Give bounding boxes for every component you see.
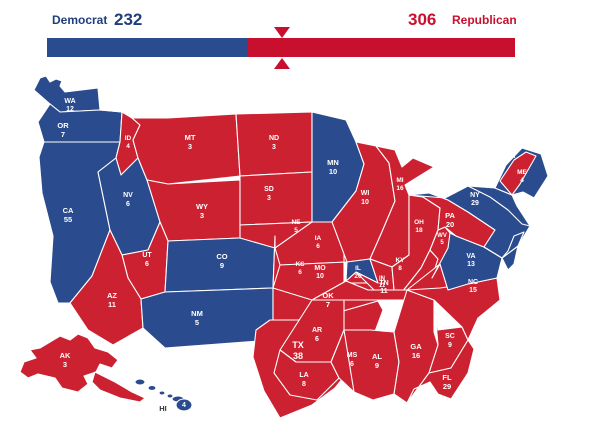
svg-text:5: 5 bbox=[294, 227, 298, 234]
svg-text:4: 4 bbox=[182, 402, 186, 409]
svg-text:CO: CO bbox=[216, 252, 227, 261]
svg-text:NY: NY bbox=[470, 192, 480, 199]
svg-text:15: 15 bbox=[469, 287, 477, 294]
svg-text:WY: WY bbox=[196, 202, 208, 211]
svg-text:11: 11 bbox=[108, 300, 116, 309]
svg-text:6: 6 bbox=[145, 261, 149, 268]
svg-text:3: 3 bbox=[63, 360, 67, 369]
svg-text:7: 7 bbox=[61, 130, 65, 139]
svg-text:OK: OK bbox=[322, 291, 334, 300]
svg-text:6: 6 bbox=[350, 361, 354, 368]
svg-text:UT: UT bbox=[142, 252, 152, 259]
svg-text:VA: VA bbox=[466, 253, 475, 260]
svg-text:NV: NV bbox=[123, 192, 133, 199]
svg-text:AL: AL bbox=[372, 352, 382, 361]
svg-text:13: 13 bbox=[467, 261, 475, 268]
svg-text:WI: WI bbox=[361, 190, 370, 197]
svg-text:MN: MN bbox=[327, 158, 339, 167]
svg-text:4: 4 bbox=[126, 143, 130, 150]
svg-text:NE: NE bbox=[291, 219, 301, 226]
svg-text:4: 4 bbox=[520, 177, 524, 184]
svg-text:MO: MO bbox=[314, 265, 326, 272]
svg-text:MS: MS bbox=[347, 352, 358, 359]
svg-text:3: 3 bbox=[188, 142, 192, 151]
svg-text:FL: FL bbox=[442, 373, 452, 382]
svg-text:HI: HI bbox=[159, 404, 167, 413]
svg-text:TN: TN bbox=[379, 280, 388, 287]
svg-text:55: 55 bbox=[64, 215, 72, 224]
svg-text:NM: NM bbox=[191, 309, 203, 318]
svg-text:7: 7 bbox=[326, 300, 330, 309]
svg-text:MI: MI bbox=[396, 177, 403, 184]
svg-text:SD: SD bbox=[264, 186, 274, 193]
svg-text:29: 29 bbox=[443, 382, 451, 391]
svg-text:SC: SC bbox=[445, 333, 455, 340]
svg-text:LA: LA bbox=[299, 372, 308, 379]
svg-text:VT: VT bbox=[492, 146, 500, 152]
svg-text:AK: AK bbox=[60, 351, 71, 360]
svg-text:ID: ID bbox=[125, 135, 132, 142]
svg-text:CA: CA bbox=[63, 206, 74, 215]
svg-text:4: 4 bbox=[507, 145, 511, 151]
svg-text:18: 18 bbox=[415, 227, 423, 234]
svg-text:OR: OR bbox=[57, 121, 69, 130]
svg-text:9: 9 bbox=[220, 261, 224, 270]
svg-text:3: 3 bbox=[272, 144, 276, 151]
svg-text:6: 6 bbox=[315, 336, 319, 343]
svg-text:NH: NH bbox=[507, 154, 516, 160]
svg-text:KY: KY bbox=[395, 257, 405, 264]
svg-text:ME: ME bbox=[517, 169, 527, 176]
svg-text:20: 20 bbox=[354, 273, 362, 280]
svg-text:PA: PA bbox=[445, 211, 455, 220]
svg-text:6: 6 bbox=[316, 243, 320, 250]
svg-text:12: 12 bbox=[66, 106, 74, 113]
svg-text:KS: KS bbox=[295, 261, 305, 268]
svg-text:8: 8 bbox=[302, 381, 306, 388]
svg-text:OH: OH bbox=[414, 219, 424, 226]
svg-text:3: 3 bbox=[267, 195, 271, 202]
svg-text:MT: MT bbox=[185, 133, 196, 142]
svg-text:3: 3 bbox=[200, 211, 204, 220]
svg-text:16: 16 bbox=[396, 185, 404, 192]
svg-text:20: 20 bbox=[446, 220, 454, 229]
svg-text:3: 3 bbox=[494, 153, 498, 159]
svg-text:GA: GA bbox=[410, 342, 422, 351]
svg-text:IA: IA bbox=[315, 235, 322, 242]
svg-text:6: 6 bbox=[298, 269, 302, 276]
svg-text:38: 38 bbox=[293, 351, 303, 361]
svg-text:ND: ND bbox=[269, 135, 279, 142]
svg-text:10: 10 bbox=[361, 199, 369, 206]
svg-text:10: 10 bbox=[316, 273, 324, 280]
svg-text:10: 10 bbox=[329, 167, 337, 176]
svg-text:WV: WV bbox=[437, 233, 447, 239]
svg-text:9: 9 bbox=[375, 361, 379, 370]
svg-text:TX: TX bbox=[292, 340, 304, 350]
svg-text:9: 9 bbox=[448, 342, 452, 349]
svg-text:6: 6 bbox=[126, 201, 130, 208]
svg-text:IL: IL bbox=[355, 265, 361, 272]
svg-text:WA: WA bbox=[64, 98, 75, 105]
svg-text:8: 8 bbox=[398, 265, 402, 272]
svg-text:5: 5 bbox=[195, 318, 199, 327]
svg-text:AR: AR bbox=[312, 327, 322, 334]
svg-text:16: 16 bbox=[412, 351, 420, 360]
svg-text:11: 11 bbox=[380, 288, 388, 295]
svg-text:29: 29 bbox=[471, 200, 479, 207]
svg-text:NC: NC bbox=[468, 279, 478, 286]
svg-text:AZ: AZ bbox=[107, 291, 117, 300]
